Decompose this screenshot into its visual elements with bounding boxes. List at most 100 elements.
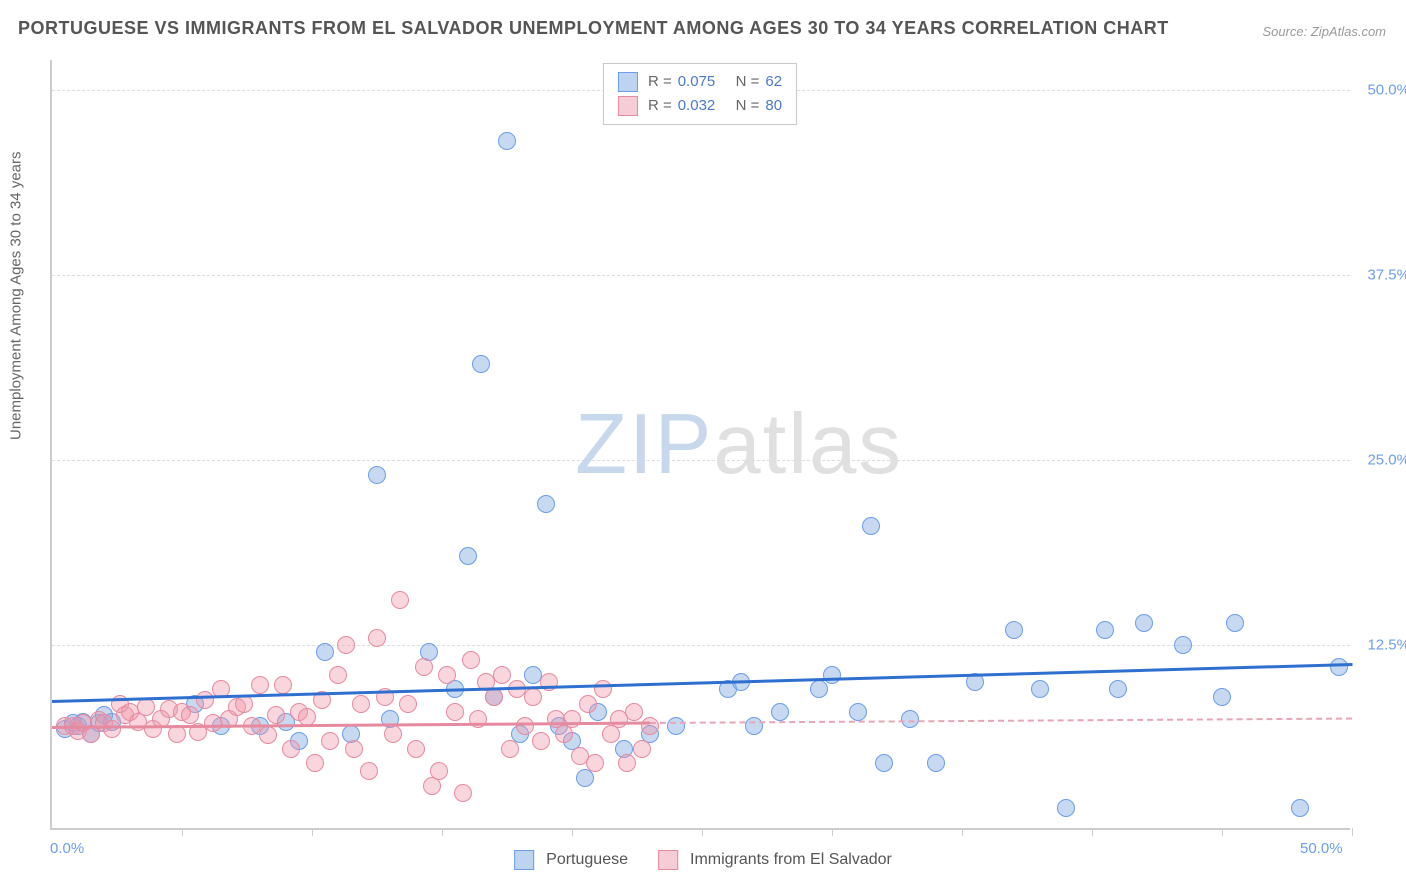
data-point: [459, 547, 477, 565]
data-point: [321, 732, 339, 750]
legend-label-elsalvador: Immigrants from El Salvador: [690, 851, 892, 869]
legend-label-portuguese: Portuguese: [546, 851, 628, 869]
gridline: [52, 645, 1350, 646]
data-point: [415, 658, 433, 676]
legend-item-elsalvador: Immigrants from El Salvador: [658, 850, 892, 870]
swatch-elsalvador: [618, 96, 638, 116]
data-point: [391, 591, 409, 609]
x-axis-tickmark: [962, 828, 963, 836]
data-point: [235, 695, 253, 713]
data-point: [524, 688, 542, 706]
data-point: [352, 695, 370, 713]
stat-r-label: R =: [648, 94, 672, 118]
data-point: [368, 629, 386, 647]
data-point: [501, 740, 519, 758]
data-point: [407, 740, 425, 758]
data-point: [259, 726, 277, 744]
data-point: [137, 698, 155, 716]
data-point: [274, 676, 292, 694]
data-point: [563, 710, 581, 728]
stat-r-value-elsalvador: 0.032: [678, 94, 716, 118]
data-point: [810, 680, 828, 698]
data-point: [594, 680, 612, 698]
x-axis-tickmark: [1222, 828, 1223, 836]
data-point: [532, 732, 550, 750]
gridline: [52, 275, 1350, 276]
data-point: [875, 754, 893, 772]
data-point: [625, 703, 643, 721]
data-point: [745, 717, 763, 735]
y-axis-tick: 12.5%: [1355, 636, 1406, 653]
data-point: [485, 688, 503, 706]
plot-region: 12.5%25.0%37.5%50.0%: [50, 60, 1350, 830]
data-point: [641, 717, 659, 735]
data-point: [316, 643, 334, 661]
data-point: [103, 720, 121, 738]
data-point: [586, 754, 604, 772]
y-axis-label: Unemployment Among Ages 30 to 34 years: [8, 151, 25, 440]
swatch-portuguese: [514, 850, 534, 870]
x-axis-tickmark: [1092, 828, 1093, 836]
x-axis-tick-max: 50.0%: [1300, 840, 1343, 857]
data-point: [633, 740, 651, 758]
data-point: [384, 725, 402, 743]
data-point: [1031, 680, 1049, 698]
data-point: [823, 666, 841, 684]
series-legend: Portuguese Immigrants from El Salvador: [514, 850, 892, 870]
x-axis-tickmark: [1352, 828, 1353, 836]
data-point: [1213, 688, 1231, 706]
data-point: [462, 651, 480, 669]
data-point: [1174, 636, 1192, 654]
data-point: [498, 132, 516, 150]
data-point: [368, 466, 386, 484]
data-point: [576, 769, 594, 787]
x-axis-tickmark: [182, 828, 183, 836]
source-attribution: Source: ZipAtlas.com: [1262, 24, 1386, 39]
data-point: [337, 636, 355, 654]
stats-row-portuguese: R = 0.075 N = 62: [618, 70, 782, 94]
data-point: [537, 495, 555, 513]
gridline: [52, 460, 1350, 461]
stat-n-value-portuguese: 62: [765, 70, 782, 94]
data-point: [667, 717, 685, 735]
swatch-elsalvador: [658, 850, 678, 870]
data-point: [181, 706, 199, 724]
stat-n-value-elsalvador: 80: [765, 94, 782, 118]
data-point: [579, 695, 597, 713]
x-axis-tickmark: [442, 828, 443, 836]
data-point: [1330, 658, 1348, 676]
data-point: [849, 703, 867, 721]
chart-title: PORTUGUESE VS IMMIGRANTS FROM EL SALVADO…: [18, 18, 1169, 39]
stats-row-elsalvador: R = 0.032 N = 80: [618, 94, 782, 118]
data-point: [927, 754, 945, 772]
stat-r-label: R =: [648, 70, 672, 94]
data-point: [1226, 614, 1244, 632]
data-point: [901, 710, 919, 728]
data-point: [862, 517, 880, 535]
data-point: [430, 762, 448, 780]
chart-area: 12.5%25.0%37.5%50.0% ZIPatlas R = 0.075 …: [50, 60, 1350, 830]
x-axis-tick-min: 0.0%: [50, 840, 84, 857]
data-point: [267, 706, 285, 724]
data-point: [1005, 621, 1023, 639]
data-point: [516, 717, 534, 735]
x-axis-tickmark: [832, 828, 833, 836]
x-axis-tickmark: [702, 828, 703, 836]
data-point: [1135, 614, 1153, 632]
data-point: [454, 784, 472, 802]
stats-legend: R = 0.075 N = 62 R = 0.032 N = 80: [603, 63, 797, 125]
swatch-portuguese: [618, 72, 638, 92]
data-point: [360, 762, 378, 780]
y-axis-tick: 37.5%: [1355, 266, 1406, 283]
stat-n-label: N =: [736, 94, 760, 118]
data-point: [493, 666, 511, 684]
data-point: [1057, 799, 1075, 817]
data-point: [399, 695, 417, 713]
data-point: [1291, 799, 1309, 817]
data-point: [771, 703, 789, 721]
data-point: [329, 666, 347, 684]
x-axis-tickmark: [312, 828, 313, 836]
data-point: [1096, 621, 1114, 639]
data-point: [306, 754, 324, 772]
stat-r-value-portuguese: 0.075: [678, 70, 716, 94]
